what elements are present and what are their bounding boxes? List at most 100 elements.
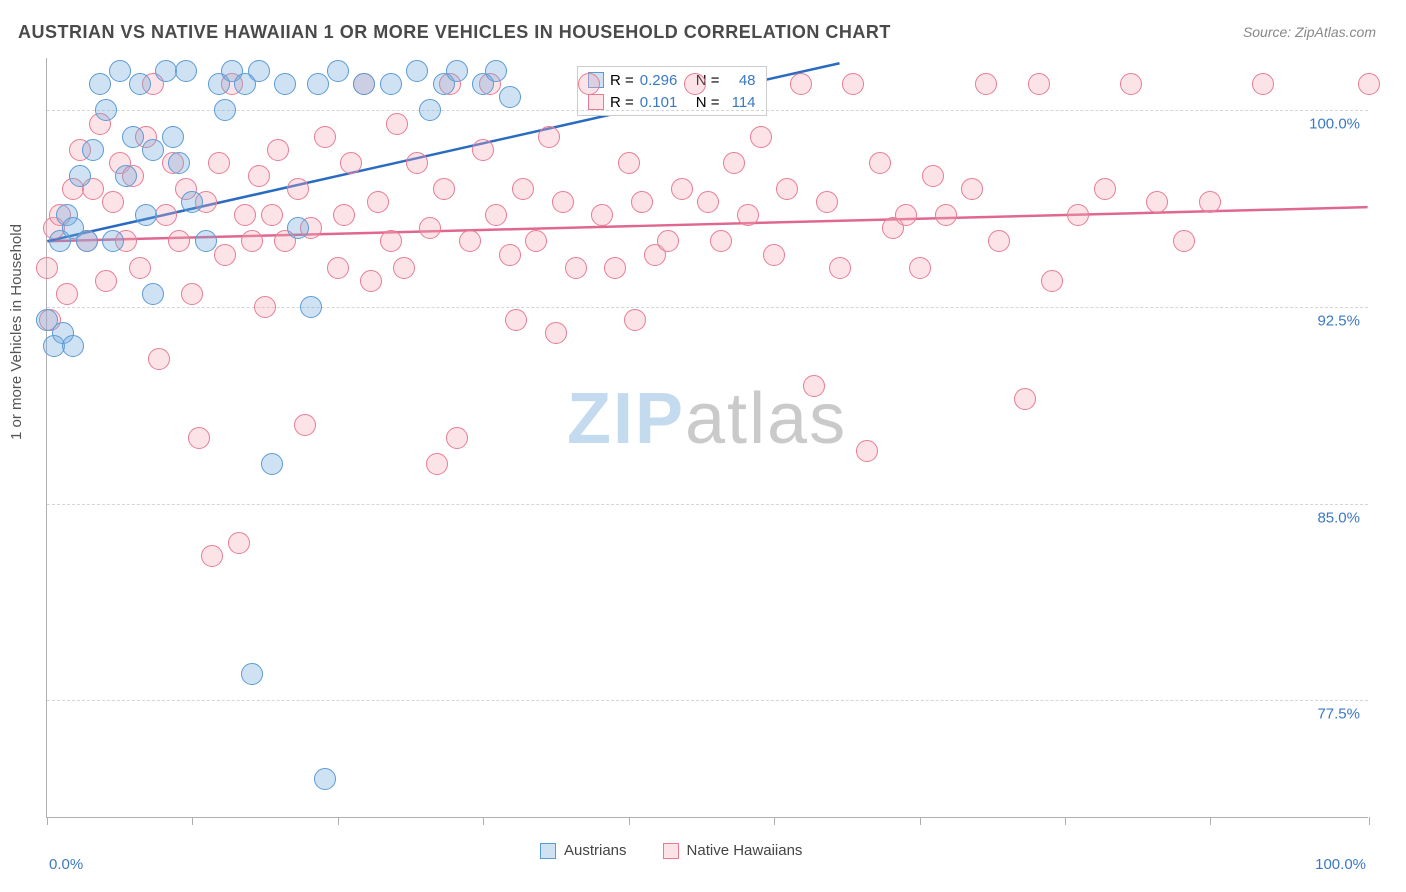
scatter-point-hawaiian <box>148 348 170 370</box>
scatter-point-hawaiian <box>333 204 355 226</box>
r-label: R = <box>610 94 634 111</box>
scatter-point-hawaiian <box>829 257 851 279</box>
scatter-point-hawaiian <box>909 257 931 279</box>
scatter-point-hawaiian <box>254 296 276 318</box>
scatter-point-hawaiian <box>248 165 270 187</box>
scatter-point-hawaiian <box>1199 191 1221 213</box>
scatter-point-hawaiian <box>129 257 151 279</box>
r-value-hawaiians: 0.101 <box>640 94 690 111</box>
scatter-point-hawaiian <box>294 414 316 436</box>
legend-swatch-austrians <box>540 843 556 859</box>
scatter-point-austrian <box>380 73 402 95</box>
x-tick <box>192 817 193 825</box>
scatter-point-hawaiian <box>631 191 653 213</box>
scatter-point-austrian <box>168 152 190 174</box>
scatter-point-hawaiian <box>1173 230 1195 252</box>
scatter-point-hawaiian <box>393 257 415 279</box>
r-value-austrians: 0.296 <box>640 72 690 89</box>
scatter-point-austrian <box>287 217 309 239</box>
scatter-point-hawaiian <box>618 152 640 174</box>
scatter-point-hawaiian <box>723 152 745 174</box>
scatter-point-austrian <box>175 60 197 82</box>
scatter-point-hawaiian <box>856 440 878 462</box>
gridline <box>47 110 1368 111</box>
scatter-point-hawaiian <box>657 230 679 252</box>
scatter-point-hawaiian <box>961 178 983 200</box>
scatter-point-hawaiian <box>710 230 732 252</box>
scatter-point-hawaiian <box>776 178 798 200</box>
scatter-point-austrian <box>307 73 329 95</box>
scatter-point-hawaiian <box>267 139 289 161</box>
swatch-hawaiians <box>588 94 604 110</box>
scatter-point-hawaiian <box>36 257 58 279</box>
scatter-point-austrian <box>248 60 270 82</box>
scatter-point-austrian <box>162 126 184 148</box>
scatter-point-hawaiian <box>367 191 389 213</box>
scatter-point-hawaiian <box>327 257 349 279</box>
scatter-point-austrian <box>142 139 164 161</box>
scatter-point-hawaiian <box>697 191 719 213</box>
r-label: R = <box>610 72 634 89</box>
n-value-austrians: 48 <box>726 72 756 89</box>
scatter-point-hawaiian <box>763 244 785 266</box>
scatter-point-austrian <box>419 99 441 121</box>
x-tick <box>338 817 339 825</box>
y-tick-label: 85.0% <box>1317 509 1360 526</box>
y-axis-label: 1 or more Vehicles in Household <box>8 224 25 440</box>
x-tick <box>483 817 484 825</box>
scatter-point-hawaiian <box>988 230 1010 252</box>
scatter-point-hawaiian <box>935 204 957 226</box>
scatter-point-austrian <box>181 191 203 213</box>
scatter-point-austrian <box>109 60 131 82</box>
scatter-point-hawaiian <box>790 73 812 95</box>
scatter-point-hawaiian <box>591 204 613 226</box>
scatter-point-austrian <box>214 99 236 121</box>
scatter-point-hawaiian <box>922 165 944 187</box>
scatter-point-hawaiian <box>1120 73 1142 95</box>
scatter-point-austrian <box>406 60 428 82</box>
scatter-point-austrian <box>195 230 217 252</box>
scatter-point-hawaiian <box>214 244 236 266</box>
gridline <box>47 307 1368 308</box>
x-tick <box>47 817 48 825</box>
scatter-point-hawaiian <box>512 178 534 200</box>
x-tick <box>1210 817 1211 825</box>
scatter-point-austrian <box>89 73 111 95</box>
scatter-point-austrian <box>76 230 98 252</box>
regression-lines-layer <box>47 58 1368 817</box>
scatter-point-austrian <box>485 60 507 82</box>
scatter-point-austrian <box>327 60 349 82</box>
scatter-point-austrian <box>62 335 84 357</box>
scatter-point-hawaiian <box>168 230 190 252</box>
scatter-point-hawaiian <box>360 270 382 292</box>
scatter-point-hawaiian <box>446 427 468 449</box>
scatter-point-hawaiian <box>975 73 997 95</box>
y-tick-label: 77.5% <box>1317 706 1360 723</box>
scatter-point-hawaiian <box>201 545 223 567</box>
scatter-point-hawaiian <box>842 73 864 95</box>
scatter-point-hawaiian <box>406 152 428 174</box>
series-legend: Austrians Native Hawaiians <box>540 842 802 859</box>
x-tick <box>774 817 775 825</box>
legend-label-austrians: Austrians <box>564 842 627 859</box>
legend-label-hawaiians: Native Hawaiians <box>687 842 803 859</box>
scatter-point-hawaiian <box>565 257 587 279</box>
x-tick <box>629 817 630 825</box>
scatter-point-austrian <box>274 73 296 95</box>
scatter-point-hawaiian <box>684 73 706 95</box>
scatter-point-hawaiian <box>95 270 117 292</box>
scatter-point-hawaiian <box>552 191 574 213</box>
scatter-point-hawaiian <box>380 230 402 252</box>
scatter-point-hawaiian <box>895 204 917 226</box>
scatter-point-hawaiian <box>737 204 759 226</box>
scatter-point-hawaiian <box>261 204 283 226</box>
scatter-point-austrian <box>314 768 336 790</box>
scatter-point-hawaiian <box>287 178 309 200</box>
scatter-point-hawaiian <box>188 427 210 449</box>
scatter-point-austrian <box>69 165 91 187</box>
scatter-point-austrian <box>499 86 521 108</box>
scatter-point-hawaiian <box>525 230 547 252</box>
scatter-point-austrian <box>300 296 322 318</box>
scatter-point-hawaiian <box>803 375 825 397</box>
scatter-point-hawaiian <box>1252 73 1274 95</box>
